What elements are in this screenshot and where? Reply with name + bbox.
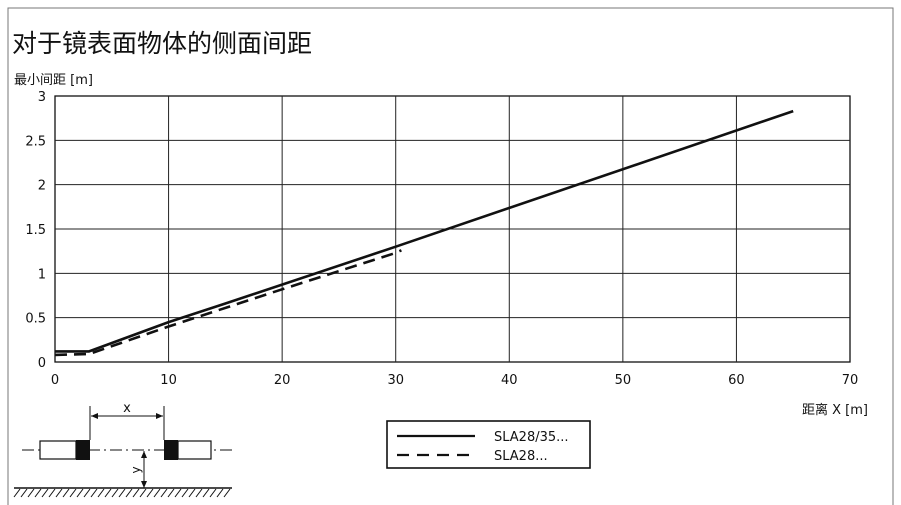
hatch-line [111, 488, 119, 498]
y-tick-label: 3 [38, 90, 46, 105]
hatch-line [97, 488, 105, 498]
hatch-line [90, 488, 98, 498]
grid [54, 95, 851, 363]
x-tick-label: 0 [51, 373, 59, 388]
series-line-dashed [54, 249, 402, 357]
hatch-line [48, 488, 56, 498]
hatch-line [125, 488, 133, 498]
hatch-line [55, 488, 63, 498]
surface-hatching [13, 488, 231, 498]
offset-arrow-down [141, 481, 147, 488]
legend-label-0: SLA28/35... [494, 430, 569, 445]
hatch-line [195, 488, 203, 498]
hatch-line [223, 488, 231, 498]
hatch-line [118, 488, 126, 498]
figure-border [7, 7, 894, 505]
offset-label: y [129, 466, 143, 473]
y-tick-labels: 0 0.5 1 1.5 2 2.5 3 [25, 90, 46, 371]
x-tick-label: 40 [501, 373, 518, 388]
y-tick-label: 2 [38, 179, 46, 194]
hatch-line [69, 488, 77, 498]
hatch-line [209, 488, 217, 498]
chart-title: 对于镜表面物体的侧面间距 [12, 29, 312, 58]
dimension-arrow-right [156, 413, 163, 419]
hatch-line [76, 488, 84, 498]
y-tick-label: 2.5 [25, 134, 46, 149]
hatch-line [167, 488, 175, 498]
hatch-line [41, 488, 49, 498]
sender-lens [76, 440, 90, 460]
sender-housing [39, 440, 77, 460]
x-tick-label: 70 [842, 373, 859, 388]
receiver-lens [164, 440, 178, 460]
hatch-line [83, 488, 91, 498]
dimension-arrow-left [91, 413, 98, 419]
hatch-line [160, 488, 168, 498]
hatch-line [181, 488, 189, 498]
y-tick-label: 1.5 [25, 223, 46, 238]
hatch-line [188, 488, 196, 498]
offset-arrow-up [141, 451, 147, 458]
hatch-line [27, 488, 35, 498]
y-tick-label: 1 [38, 267, 46, 282]
hatch-line [34, 488, 42, 498]
x-axis-label: 距离 X [m] [802, 402, 868, 418]
x-tick-label: 20 [274, 373, 291, 388]
hatch-line [13, 488, 21, 498]
legend-box [386, 420, 591, 469]
x-tick-label: 60 [728, 373, 745, 388]
setup-diagram: x y [13, 401, 232, 498]
hatch-line [62, 488, 70, 498]
hatch-line [174, 488, 182, 498]
y-axis-label: 最小间距 [m] [14, 73, 93, 88]
hatch-line [216, 488, 224, 498]
x-tick-label: 10 [160, 373, 177, 388]
hatch-line [202, 488, 210, 498]
series-line-solid [55, 109, 794, 353]
distance-label: x [123, 401, 131, 416]
hatch-line [104, 488, 112, 498]
hatch-line [153, 488, 161, 498]
y-tick-label: 0.5 [25, 312, 46, 327]
receiver-housing [177, 440, 212, 460]
y-tick-label: 0 [38, 356, 46, 371]
hatch-line [146, 488, 154, 498]
hatch-line [20, 488, 28, 498]
series-lines [54, 109, 794, 357]
hatch-line [132, 488, 140, 498]
x-tick-label: 50 [615, 373, 632, 388]
legend: SLA28/35... SLA28... [386, 420, 591, 469]
x-tick-labels: 0 10 20 30 40 50 60 70 [51, 373, 858, 388]
x-tick-label: 30 [387, 373, 404, 388]
hatch-line [139, 488, 147, 498]
legend-label-1: SLA28... [494, 449, 548, 464]
